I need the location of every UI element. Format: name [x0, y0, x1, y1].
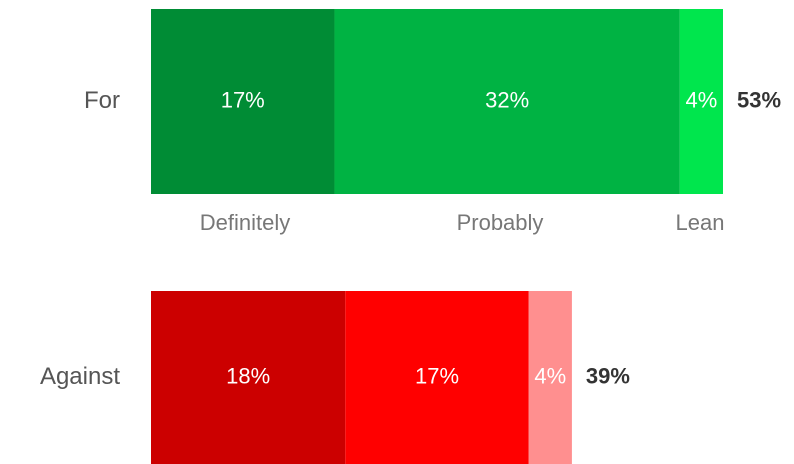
value-label-for-probably: 32%	[485, 87, 529, 112]
value-label-against-definitely: 18%	[226, 363, 270, 388]
category-label-probably: Probably	[457, 210, 544, 235]
category-label-definitely: Definitely	[200, 210, 290, 235]
row-label-for: For	[84, 87, 120, 114]
bar-for-lean	[679, 9, 723, 194]
bar-against-definitely	[151, 291, 346, 464]
total-label-for: 53%	[737, 87, 781, 112]
total-label-against: 39%	[586, 363, 630, 388]
value-label-for-lean: 4%	[686, 87, 718, 112]
value-label-for-definitely: 17%	[221, 87, 265, 112]
bar-for-probably	[334, 9, 680, 194]
bar-for-definitely	[151, 9, 335, 194]
category-label-lean: Lean	[676, 210, 725, 235]
bar-against-lean	[528, 291, 572, 464]
value-label-against-lean: 4%	[534, 363, 566, 388]
bar-against-probably	[345, 291, 529, 464]
value-label-against-probably: 17%	[415, 363, 459, 388]
row-label-against: Against	[40, 363, 120, 390]
